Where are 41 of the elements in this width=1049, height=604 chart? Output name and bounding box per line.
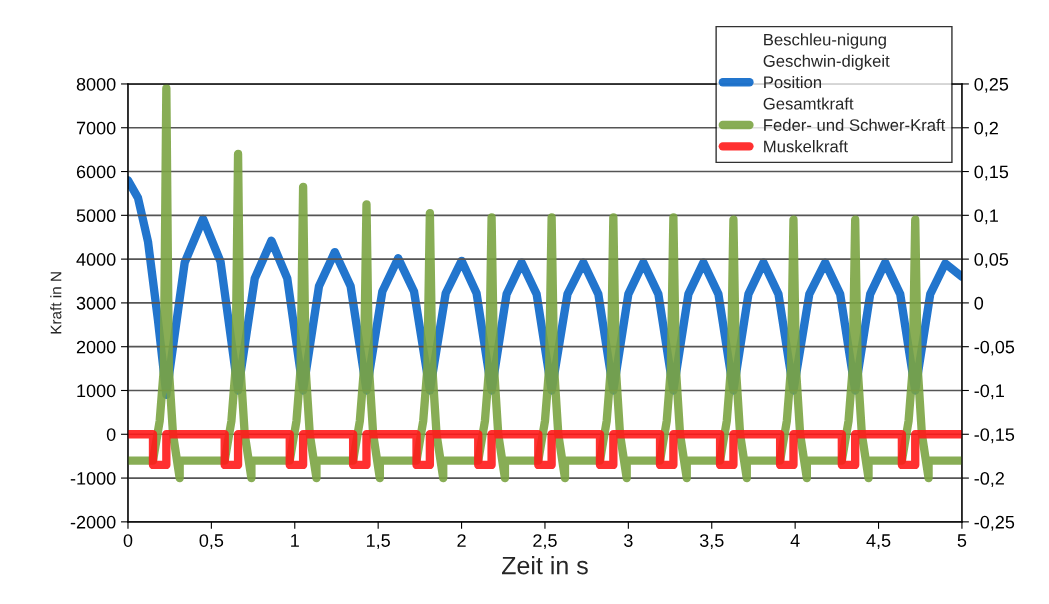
y2-tick-label: 0,05 — [974, 253, 1009, 268]
x-tick-label: 4 — [790, 534, 800, 547]
x-tick-label: 2 — [457, 534, 466, 547]
legend-label: Feder- und Schwer-Kraft — [764, 118, 946, 131]
y2-tick-label: 0,1 — [974, 209, 998, 225]
y2-tick-label: -0,2 — [974, 472, 1004, 487]
x-tick-label: 3,5 — [699, 534, 724, 550]
y2-tick-label: 0,15 — [974, 165, 1009, 181]
text: Geschwin-digkeit — [763, 54, 890, 71]
text: Beschleu-nigung — [764, 33, 886, 49]
y-tick-label: -1000 — [70, 472, 116, 485]
text: Gesamtkraft — [763, 97, 854, 110]
y-tick-label: 7000 — [76, 121, 116, 135]
x-tick-label: 5 — [957, 534, 967, 547]
y2-tick-label: 0 — [974, 296, 984, 310]
y2-tick-label: 0,2 — [974, 121, 998, 137]
y2-tick-label: -0,15 — [974, 428, 1015, 444]
y2-tick-label: -0,1 — [974, 384, 1004, 400]
y-tick-label: 0 — [106, 428, 116, 441]
y-tick-label: 6000 — [76, 165, 116, 179]
y2-tick-label: 0,25 — [974, 77, 1009, 93]
x-tick-label: 2,5 — [533, 534, 557, 550]
x-tick-label: 1,5 — [366, 534, 390, 550]
x-tick-label: 3 — [624, 534, 633, 547]
y-tick-label: 2000 — [76, 340, 116, 354]
y-tick-label: 8000 — [76, 77, 116, 91]
x-axis-title: Zeit in s — [501, 556, 588, 575]
y-axis-title: Kraft in N — [50, 272, 62, 334]
y-tick-label: 4000 — [76, 253, 116, 266]
y2-tick-label: -0,25 — [974, 515, 1015, 531]
y-tick-label: 3000 — [76, 296, 116, 310]
y-tick-label: 1000 — [77, 384, 116, 398]
y-tick-label: -2000 — [70, 515, 116, 529]
x-tick-label: 0 — [123, 534, 133, 547]
x-tick-label: 0,5 — [199, 534, 224, 550]
x-tick-label: 4,5 — [866, 534, 891, 550]
legend-label: Position — [764, 76, 822, 89]
legend-label: Muskelkraft — [764, 140, 848, 153]
y2-tick-label: -0,05 — [974, 340, 1015, 356]
y-tick-label: 5000 — [76, 209, 116, 223]
x-tick-label: 1 — [291, 534, 299, 547]
